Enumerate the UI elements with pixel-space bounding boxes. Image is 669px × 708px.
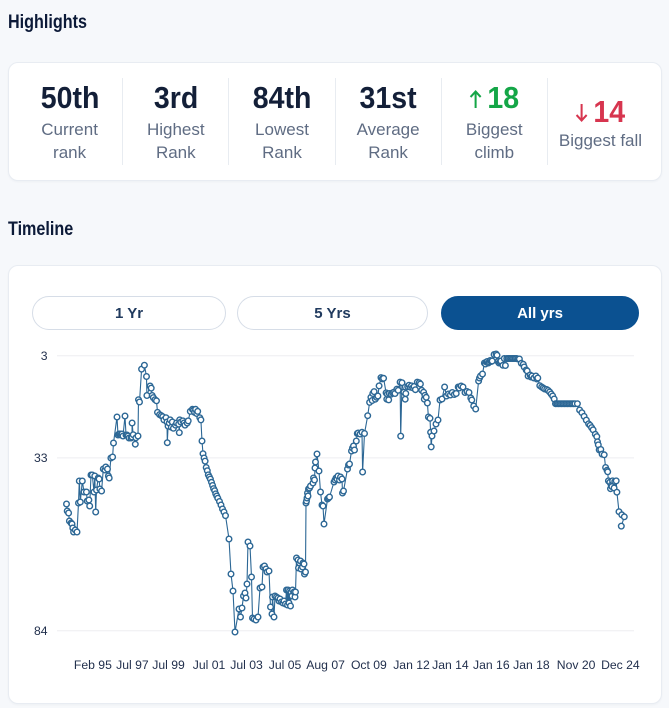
svg-text:Jul 01: Jul 01 [193, 658, 226, 672]
svg-text:Jul 97: Jul 97 [116, 658, 149, 672]
svg-text:84: 84 [34, 624, 48, 638]
svg-text:Aug 07: Aug 07 [306, 658, 345, 672]
svg-text:Oct 09: Oct 09 [351, 658, 387, 672]
svg-text:Nov 20: Nov 20 [557, 658, 596, 672]
svg-text:Jan 14: Jan 14 [432, 658, 469, 672]
svg-text:Jan 12: Jan 12 [393, 658, 430, 672]
svg-text:Jul 05: Jul 05 [269, 658, 302, 672]
svg-text:Jul 03: Jul 03 [230, 658, 263, 672]
svg-text:Feb 95: Feb 95 [74, 658, 112, 672]
svg-text:3: 3 [41, 349, 48, 363]
svg-text:Jan 18: Jan 18 [513, 658, 550, 672]
svg-text:Jul 99: Jul 99 [152, 658, 185, 672]
svg-text:33: 33 [34, 451, 48, 465]
svg-text:Dec 24: Dec 24 [601, 658, 640, 672]
svg-text:Jan 16: Jan 16 [473, 658, 510, 672]
